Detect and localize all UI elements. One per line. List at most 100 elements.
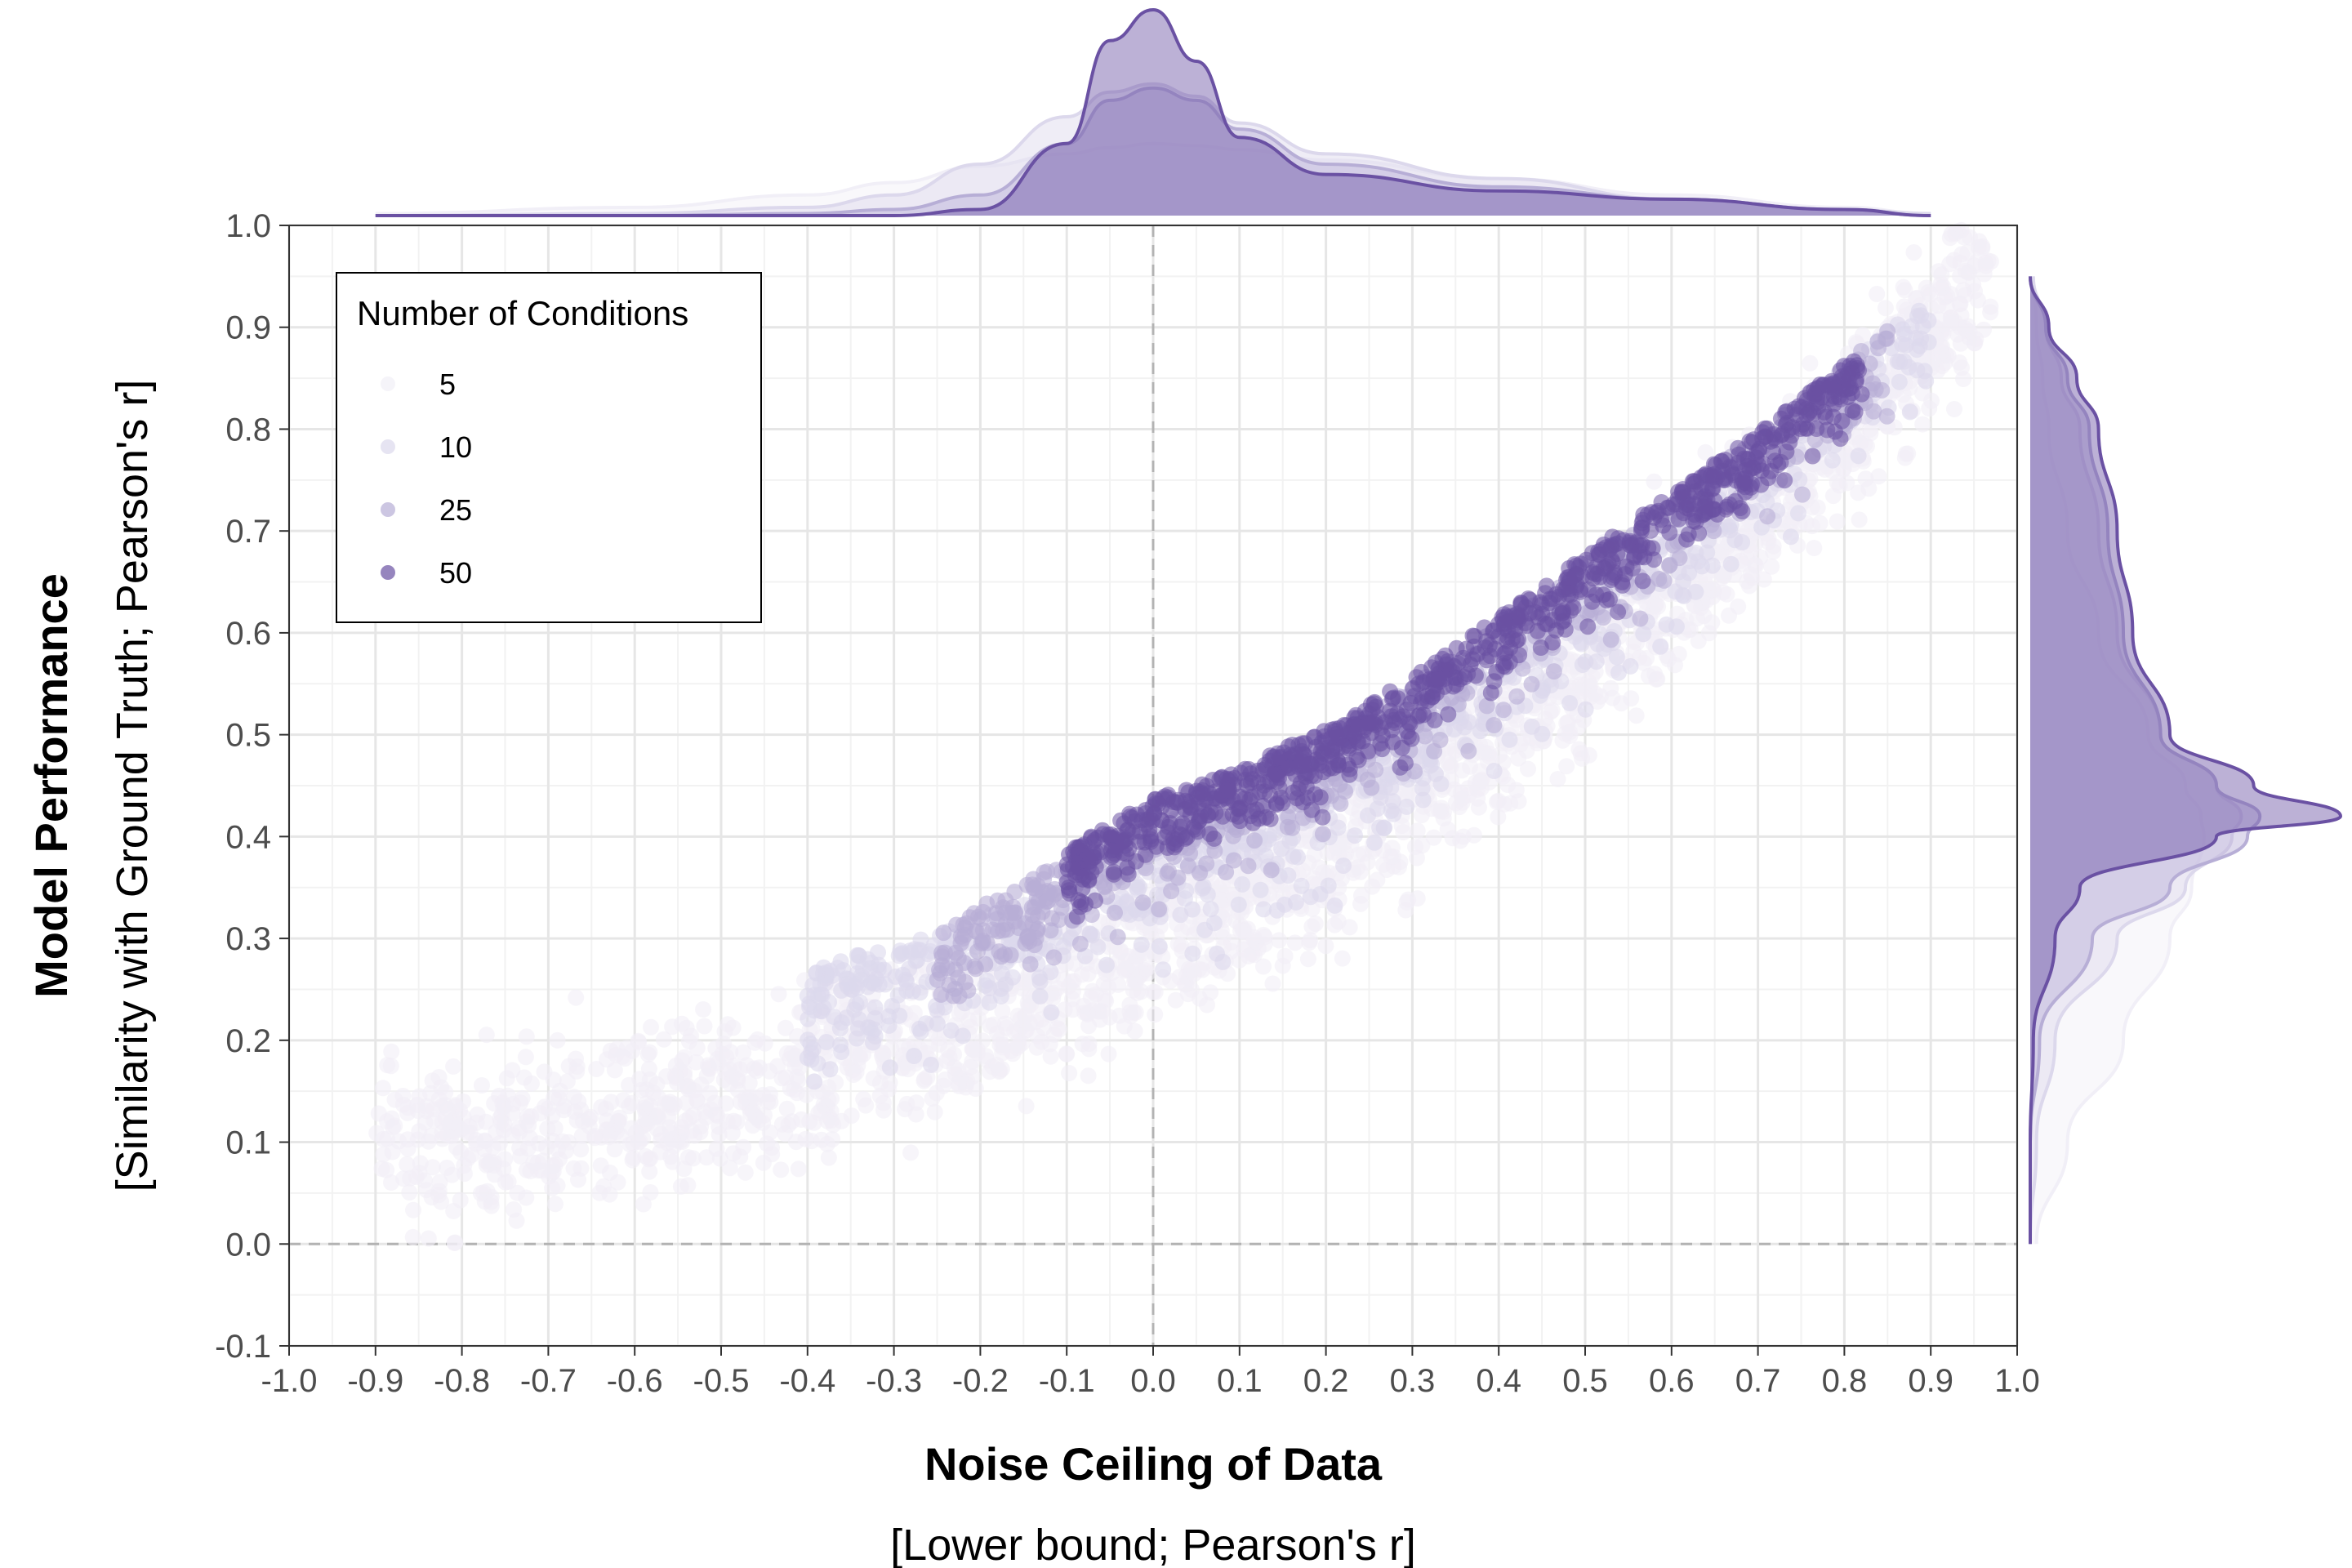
scatter-point xyxy=(1931,263,1947,280)
y-axis-subtitle: [Similarity with Ground Truth; Pearson's… xyxy=(108,380,157,1192)
scatter-point xyxy=(1134,894,1152,911)
scatter-point xyxy=(810,1104,827,1121)
right-density-area-10 xyxy=(2030,276,2242,1245)
scatter-point xyxy=(383,1043,400,1060)
scatter-point xyxy=(399,1156,416,1173)
scatter-point xyxy=(1608,648,1625,666)
scatter-point xyxy=(950,969,967,987)
scatter-point xyxy=(1246,832,1263,849)
scatter-point xyxy=(1687,473,1704,490)
scatter-point xyxy=(1610,604,1627,621)
scatter-point xyxy=(908,1094,924,1111)
scatter-point xyxy=(1145,983,1161,1000)
scatter-point xyxy=(497,1151,514,1168)
scatter-point xyxy=(1974,239,1991,256)
scatter-point xyxy=(1675,572,1692,590)
scatter-point xyxy=(786,1081,803,1098)
scatter-point xyxy=(735,1044,752,1061)
scatter-point xyxy=(1790,505,1806,522)
x-tick-label: 1.0 xyxy=(1994,1363,2040,1399)
x-tick-label: -0.6 xyxy=(607,1363,663,1399)
y-tick-label: 0.4 xyxy=(225,819,271,855)
scatter-point xyxy=(1303,801,1321,818)
scatter-point xyxy=(545,1071,562,1089)
legend-key-50 xyxy=(381,565,395,580)
scatter-point xyxy=(1878,408,1895,425)
scatter-point xyxy=(832,1036,849,1054)
scatter-point xyxy=(664,1153,681,1170)
scatter-point xyxy=(951,987,968,1004)
scatter-point xyxy=(1202,984,1219,1001)
x-axis-title: Noise Ceiling of Data xyxy=(924,1438,1383,1490)
scatter-point xyxy=(1839,389,1856,405)
scatter-point xyxy=(1236,760,1254,777)
scatter-point xyxy=(1341,919,1358,936)
scatter-point xyxy=(1359,771,1376,788)
scatter-point xyxy=(1428,765,1444,782)
scatter-point xyxy=(484,1139,501,1156)
scatter-point xyxy=(1704,480,1721,497)
scatter-point xyxy=(1401,714,1418,731)
scatter-point xyxy=(866,1021,883,1038)
scatter-point xyxy=(1844,402,1861,419)
scatter-point xyxy=(1303,918,1321,935)
scatter-point xyxy=(729,1070,746,1087)
scatter-point xyxy=(674,1052,691,1069)
scatter-point xyxy=(1744,569,1761,586)
scatter-point xyxy=(950,1075,967,1092)
scatter-point xyxy=(1646,473,1663,490)
legend-key-10 xyxy=(381,439,395,454)
scatter-point xyxy=(756,1035,773,1052)
scatter-point xyxy=(1969,292,1986,309)
scatter-point xyxy=(1967,254,1984,271)
scatter-point xyxy=(998,1019,1015,1036)
legend-box xyxy=(336,272,762,623)
scatter-point xyxy=(1511,647,1528,664)
scatter-point xyxy=(1846,353,1862,370)
scatter-point xyxy=(1107,904,1123,921)
scatter-point xyxy=(806,1073,823,1090)
scatter-point xyxy=(732,1094,749,1111)
scatter-point xyxy=(650,1109,667,1126)
scatter-point xyxy=(1444,830,1461,847)
scatter-point xyxy=(1544,702,1561,719)
scatter-point xyxy=(497,1174,514,1191)
scatter-point xyxy=(591,1184,608,1201)
scatter-point xyxy=(1129,882,1147,898)
scatter-point xyxy=(382,1058,399,1075)
scatter-point xyxy=(1035,1019,1052,1036)
scatter-point xyxy=(761,1124,778,1141)
scatter-point xyxy=(1873,381,1891,399)
scatter-point xyxy=(1364,715,1381,732)
scatter-point xyxy=(1553,613,1570,630)
scatter-point xyxy=(990,923,1007,940)
scatter-point xyxy=(1448,639,1465,657)
scatter-point xyxy=(902,1144,920,1161)
scatter-point xyxy=(1905,244,1922,261)
scatter-point xyxy=(1494,657,1512,675)
scatter-point xyxy=(1776,472,1793,489)
scatter-point xyxy=(1639,506,1656,523)
scatter-point xyxy=(1734,534,1751,550)
scatter-point xyxy=(696,1018,713,1035)
scatter-point xyxy=(1383,721,1400,738)
scatter-point xyxy=(518,1028,535,1045)
scatter-point xyxy=(1759,508,1776,525)
scatter-point xyxy=(1415,706,1432,724)
top-density-area-25 xyxy=(375,87,1931,216)
scatter-point xyxy=(1465,826,1482,844)
scatter-point xyxy=(1635,654,1652,671)
scatter-point xyxy=(404,1228,421,1245)
scatter-point xyxy=(899,1061,916,1078)
scatter-point xyxy=(1810,380,1827,397)
scatter-point xyxy=(572,1141,590,1158)
scatter-point xyxy=(1416,728,1433,745)
reference-lines xyxy=(289,225,2017,1346)
scatter-point xyxy=(1262,810,1279,827)
right-density-line-50 xyxy=(2028,276,2343,1245)
scatter-point xyxy=(592,1157,609,1174)
scatter-point xyxy=(1194,880,1211,897)
scatter-point xyxy=(1045,984,1062,1001)
scatter-point xyxy=(813,1131,830,1148)
